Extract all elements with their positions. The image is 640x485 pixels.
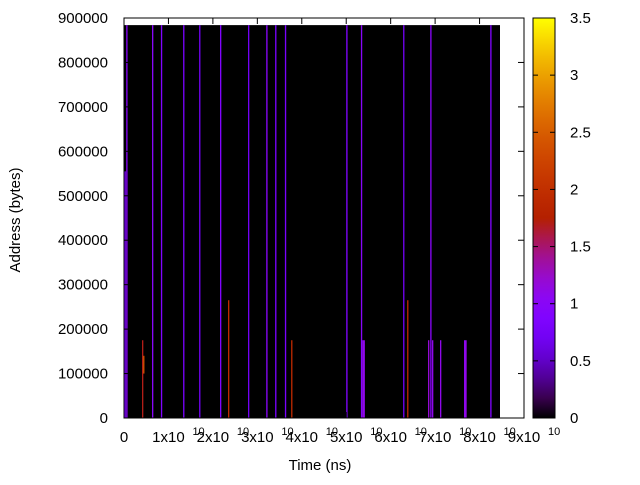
y-axis-label: Address (bytes) [7,167,24,272]
heatmap-stripe [464,340,467,418]
x-tick-label-base: 3x10 [241,429,274,446]
y-tick-label: 800000 [58,54,108,71]
x-tick-label-base: 6x10 [374,429,407,446]
x-tick-label: 8x10 [463,429,496,446]
x-tick-label: 9x10 [508,429,541,446]
y-tick-label: 300000 [58,277,108,294]
colorbar-tick-label: 0 [570,410,578,427]
colorbar-tick-label: 1 [570,296,578,313]
heatmap-stripe [440,340,442,418]
x-tick-label-exponent: 10 [459,426,471,438]
x-tick-label-base: 4x10 [286,429,319,446]
x-tick-label-exponent: 10 [237,426,249,438]
y-tick-label: 500000 [58,188,108,205]
y-tick-label: 100000 [58,366,108,383]
heatmap-stripe [403,25,405,418]
heatmap-stripe [275,25,277,418]
x-tick-label: 4x10 [286,429,319,446]
colorbar-tick-label: 3.5 [570,10,591,27]
colorbar-tick-label: 1.5 [570,239,591,256]
colorbar-tick-label: 3 [570,67,578,84]
plot-frame [123,17,525,419]
heatmap-stripe [248,25,250,418]
y-tick-label: 600000 [58,143,108,160]
heatmap-stripe [407,300,409,418]
colorbar [532,17,556,419]
y-tick-label: 0 [100,410,108,427]
x-axis-label: Time (ns) [289,457,352,474]
heatmap-stripe [428,340,430,418]
x-tick-label-exponent: 10 [370,426,382,438]
x-tick-label-base: 1x10 [152,429,185,446]
x-tick-label-base: 7x10 [419,429,452,446]
x-tick-label: 0 [120,429,128,446]
x-tick-label-exponent: 10 [548,426,560,438]
x-tick-label: 2x10 [197,429,230,446]
x-tick-label-base: 9x10 [508,429,541,446]
heatmap-stripe [142,340,144,418]
x-tick-label-exponent: 10 [326,426,338,438]
x-tick-label-exponent: 10 [192,426,204,438]
heatmap-stripe [152,25,154,418]
x-tick-label: 6x10 [374,429,407,446]
x-tick-label-base: 8x10 [463,429,496,446]
heatmap-stripe [199,25,201,418]
heatmap-stripe [362,340,365,418]
colorbar-tick-label: 0.5 [570,353,591,370]
x-tick-label-exponent: 10 [281,426,293,438]
y-tick-label: 900000 [58,10,108,27]
colorbar-tick-label: 2 [570,181,578,198]
heatmap-stripe [126,25,128,418]
x-tick-label: 7x10 [419,429,452,446]
heatmap-stripe [160,25,163,418]
x-tick-label: 1x10 [152,429,185,446]
y-tick-label: 700000 [58,99,108,116]
x-tick-label-exponent: 10 [415,426,427,438]
colorbar-tick-label: 2.5 [570,124,591,141]
heatmap-stripe [346,25,348,418]
x-tick-label-base: 5x10 [330,429,363,446]
heatmap-background [124,25,500,418]
heatmap-stripe [266,25,268,418]
y-tick-label: 400000 [58,232,108,249]
y-tick-label: 200000 [58,321,108,338]
heatmap-stripe [228,300,230,418]
heatmap-stripe [430,25,432,418]
x-tick-label-exponent: 10 [504,426,516,438]
heatmap-stripe [291,340,293,418]
heatmap-stripe [143,355,145,374]
heatmap-stripe [490,25,492,418]
heatmap-stripe [124,171,126,418]
heatmap-stripe [360,25,363,418]
heatmap-stripe [432,340,434,418]
heatmap-stripe [220,25,222,418]
x-tick-label-base: 2x10 [197,429,230,446]
heatmap-stripe [284,25,287,418]
heatmap-stripe [183,25,185,418]
x-tick-label: 3x10 [241,429,274,446]
x-tick-label: 5x10 [330,429,363,446]
